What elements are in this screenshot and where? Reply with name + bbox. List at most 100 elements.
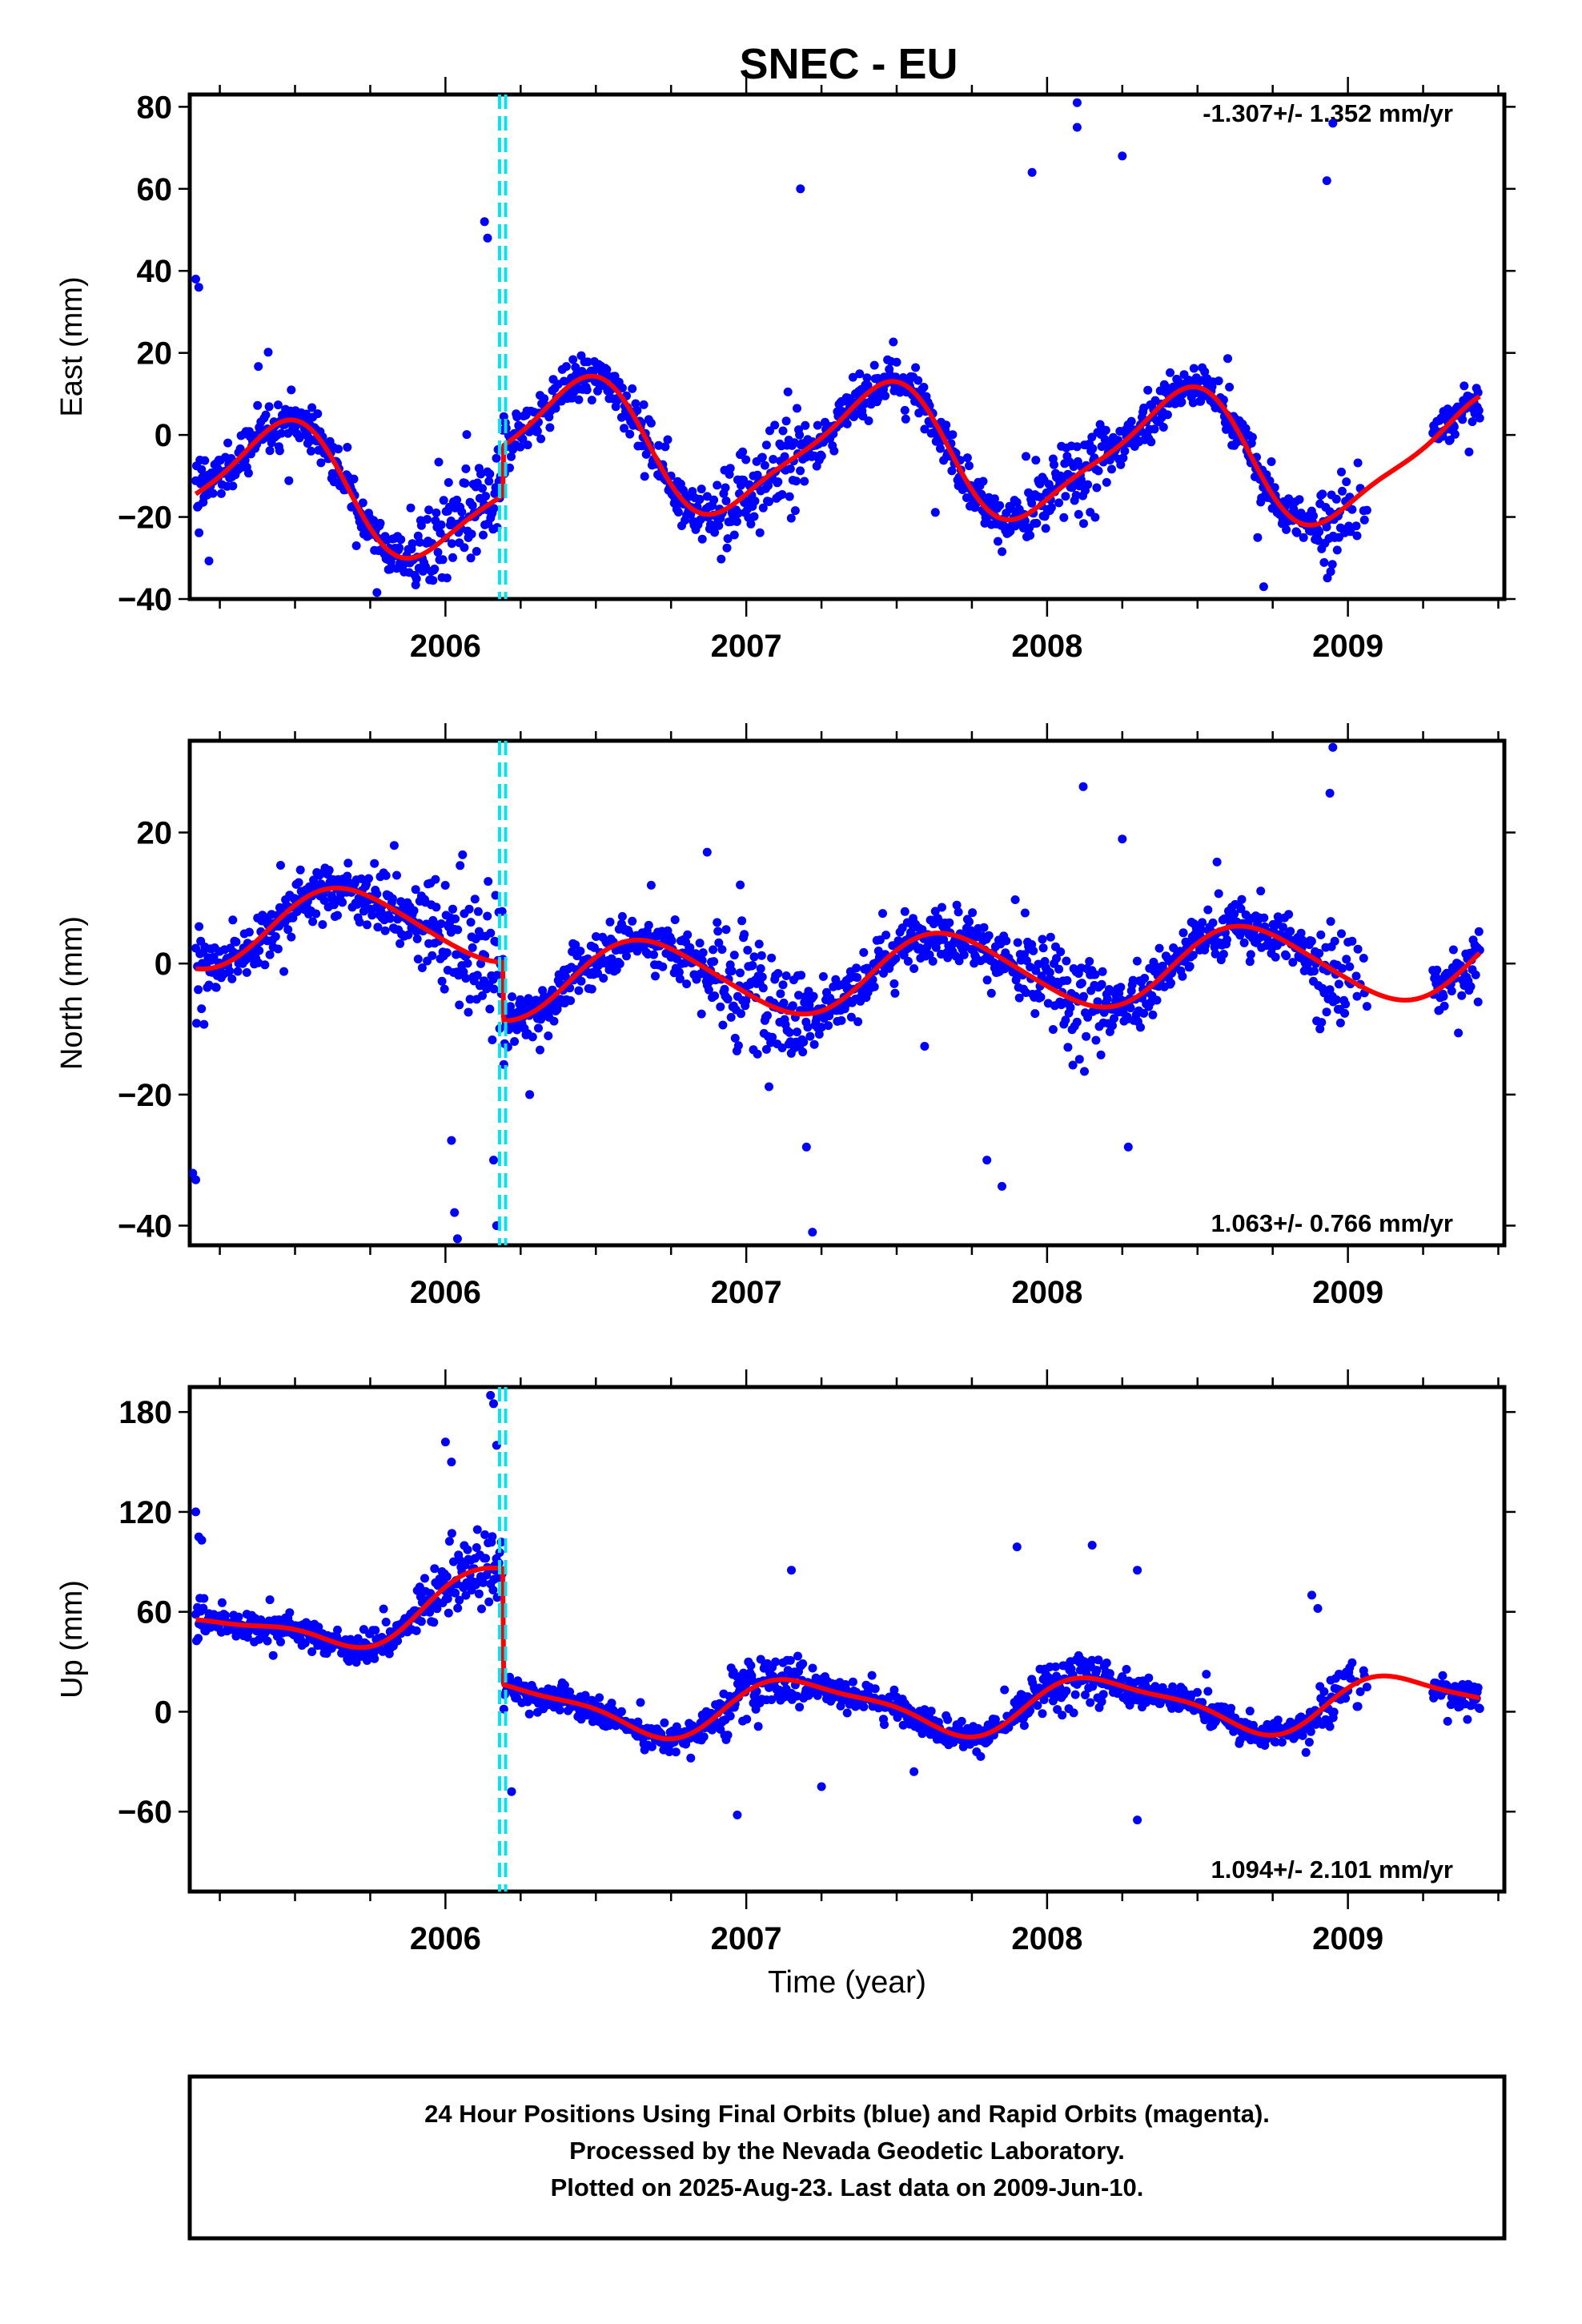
north-data-point — [396, 939, 405, 948]
north-data-point — [763, 1011, 772, 1020]
east-data-point — [261, 410, 271, 420]
north-data-point — [1334, 979, 1343, 989]
east-data-point — [415, 537, 424, 547]
east-data-point — [1102, 477, 1111, 487]
east-data-point — [275, 446, 284, 456]
north-data-point — [447, 1136, 456, 1145]
north-data-point — [472, 971, 482, 980]
north-data-point — [697, 1009, 706, 1019]
east-data-point — [204, 557, 214, 565]
north-data-point — [1126, 1003, 1135, 1013]
north-data-point — [319, 895, 329, 905]
east-final-orbit-points — [191, 98, 1484, 597]
north-data-point — [756, 964, 765, 973]
north-data-point — [644, 920, 653, 930]
east-data-point — [1295, 495, 1304, 505]
north-data-point — [814, 1030, 824, 1039]
up-y-tick-label: 180 — [118, 1395, 172, 1430]
north-data-point — [773, 969, 783, 978]
east-data-point — [900, 405, 909, 415]
up-data-point — [607, 1699, 616, 1708]
north-data-point — [1282, 951, 1291, 961]
north-data-point — [464, 904, 474, 914]
up-data-point — [221, 1610, 230, 1620]
east-data-point — [920, 424, 930, 434]
east-data-point — [1223, 354, 1232, 364]
north-data-point — [364, 874, 373, 883]
north-data-point — [952, 900, 962, 910]
east-data-point — [795, 430, 805, 440]
east-data-point — [1118, 151, 1127, 161]
up-data-point — [1087, 1655, 1097, 1665]
east-data-point — [697, 534, 707, 544]
north-data-point — [726, 1012, 736, 1022]
up-data-point — [647, 1742, 656, 1751]
east-data-point — [460, 479, 470, 488]
east-data-point — [412, 574, 421, 584]
north-data-point — [982, 975, 992, 985]
north-data-point — [938, 903, 946, 912]
north-data-point — [589, 943, 599, 952]
east-data-point — [663, 435, 673, 444]
east-data-point — [208, 489, 218, 498]
north-data-point — [593, 968, 602, 978]
east-data-point — [640, 472, 649, 481]
north-data-point — [552, 1004, 562, 1014]
east-data-point — [1225, 382, 1235, 392]
north-data-point — [1223, 935, 1231, 944]
north-data-point — [1166, 979, 1175, 987]
east-data-point — [1046, 503, 1056, 513]
up-data-point — [1086, 1698, 1095, 1707]
north-data-point — [544, 1031, 553, 1040]
east-data-point — [1027, 498, 1037, 508]
north-data-point — [279, 967, 289, 976]
east-data-point — [790, 506, 800, 516]
up-data-point — [848, 1677, 857, 1687]
north-data-point — [1353, 944, 1363, 954]
up-data-point — [1051, 1662, 1060, 1671]
north-data-point — [1083, 1012, 1093, 1022]
north-data-point — [1447, 987, 1456, 995]
up-data-point — [370, 1654, 379, 1663]
chart-title: SNEC - EU — [739, 40, 958, 88]
north-data-point — [1197, 925, 1207, 935]
north-data-point — [765, 1082, 773, 1092]
north-data-point — [1068, 1060, 1078, 1070]
north-data-point — [740, 930, 749, 939]
east-data-point — [760, 460, 769, 470]
up-data-point — [842, 1708, 852, 1718]
north-data-point — [1237, 895, 1247, 904]
up-data-point — [889, 1685, 899, 1695]
east-data-point — [1074, 509, 1083, 519]
up-data-point — [447, 1458, 456, 1467]
north-data-point — [1108, 1021, 1117, 1031]
north-data-point — [452, 1234, 462, 1244]
east-data-point — [484, 476, 494, 486]
north-data-point — [1077, 979, 1086, 988]
east-data-point — [646, 418, 656, 428]
north-data-point — [1102, 994, 1112, 1003]
north-data-point — [1037, 971, 1046, 981]
up-data-point — [524, 1709, 534, 1719]
north-data-point — [767, 953, 777, 963]
up-data-point — [333, 1625, 342, 1634]
up-data-point — [371, 1626, 380, 1635]
north-data-point — [1340, 1008, 1350, 1018]
north-x-tick-label: 2006 — [410, 1275, 481, 1310]
north-data-point — [1139, 1008, 1149, 1018]
east-data-point — [661, 442, 670, 452]
north-data-point — [1352, 991, 1362, 1001]
north-data-point — [412, 934, 422, 943]
north-data-point — [891, 954, 901, 963]
east-data-point — [1041, 524, 1050, 533]
up-data-point — [1033, 1701, 1042, 1711]
east-model-line — [194, 373, 1481, 561]
north-data-point — [516, 995, 525, 1004]
north-data-point — [818, 971, 828, 981]
east-data-point — [1270, 483, 1279, 493]
up-data-point — [1245, 1707, 1255, 1716]
north-data-point — [464, 1007, 473, 1017]
north-data-point — [681, 959, 690, 968]
up-data-point — [1362, 1683, 1371, 1692]
north-data-point — [605, 917, 615, 927]
